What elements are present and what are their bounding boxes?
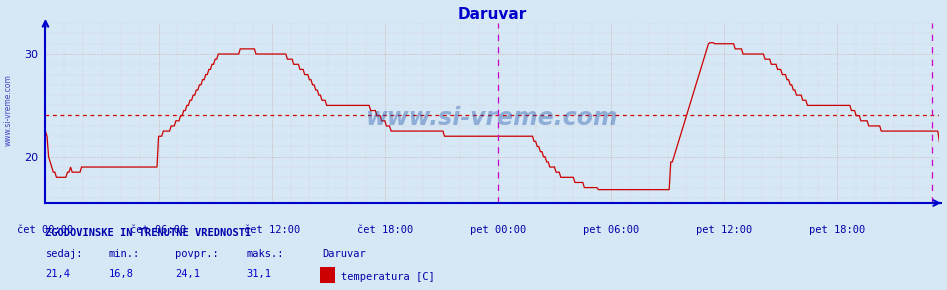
Text: temperatura [C]: temperatura [C] bbox=[341, 272, 435, 282]
Text: sedaj:: sedaj: bbox=[45, 249, 83, 259]
Text: pet 12:00: pet 12:00 bbox=[696, 224, 752, 235]
Text: povpr.:: povpr.: bbox=[175, 249, 219, 259]
Text: www.si-vreme.com: www.si-vreme.com bbox=[4, 74, 13, 146]
Text: čet 18:00: čet 18:00 bbox=[357, 224, 413, 235]
Text: ZGODOVINSKE IN TRENUTNE VREDNOSTI: ZGODOVINSKE IN TRENUTNE VREDNOSTI bbox=[45, 228, 252, 238]
Text: 21,4: 21,4 bbox=[45, 269, 70, 279]
Text: 31,1: 31,1 bbox=[246, 269, 271, 279]
Text: čet 00:00: čet 00:00 bbox=[17, 224, 74, 235]
Text: pet 18:00: pet 18:00 bbox=[809, 224, 866, 235]
Text: pet 00:00: pet 00:00 bbox=[470, 224, 527, 235]
Text: maks.:: maks.: bbox=[246, 249, 284, 259]
Text: www.si-vreme.com: www.si-vreme.com bbox=[366, 106, 618, 130]
Text: Daruvar: Daruvar bbox=[322, 249, 366, 259]
Text: min.:: min.: bbox=[109, 249, 140, 259]
Title: Daruvar: Daruvar bbox=[457, 7, 527, 22]
Text: čet 06:00: čet 06:00 bbox=[131, 224, 187, 235]
Text: 24,1: 24,1 bbox=[175, 269, 200, 279]
Text: pet 06:00: pet 06:00 bbox=[583, 224, 639, 235]
Text: čet 12:00: čet 12:00 bbox=[243, 224, 300, 235]
Text: 16,8: 16,8 bbox=[109, 269, 134, 279]
